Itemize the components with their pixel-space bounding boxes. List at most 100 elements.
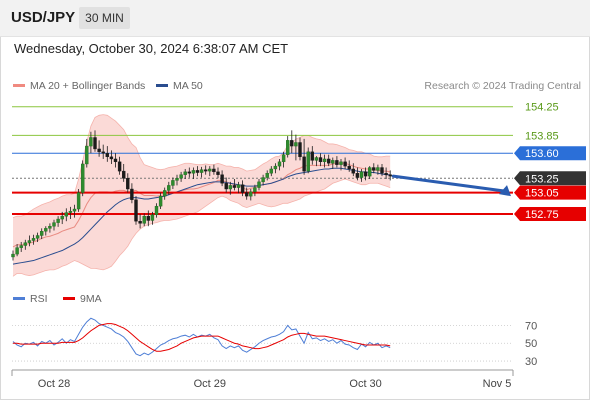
candle-body — [335, 160, 339, 165]
candle-body — [68, 210, 73, 213]
timestamp-label: Wednesday, October 30, 2024 6:38:07 AM C… — [14, 41, 289, 56]
candle-body — [298, 142, 302, 158]
candle-body — [363, 171, 368, 177]
candle-body — [359, 171, 364, 178]
candle-body — [216, 171, 220, 175]
rsi-legend-label: RSI — [30, 293, 48, 305]
candle-body — [162, 190, 167, 197]
candle-body — [11, 253, 15, 258]
legend-rsi: RSI — [13, 293, 48, 305]
candle-body — [52, 222, 56, 227]
symbol-label: USD/JPY — [11, 9, 76, 26]
level-tag-target-2 — [514, 207, 586, 222]
candle-body — [208, 168, 212, 172]
candle-body — [109, 156, 114, 160]
candle-body — [322, 158, 327, 163]
candle-body — [220, 174, 224, 184]
candle-body — [277, 161, 282, 167]
candle-body — [60, 215, 64, 220]
level-tag-target-1 — [514, 185, 586, 200]
candle-body — [179, 174, 183, 179]
level-label-target-1: 153.05 — [525, 188, 559, 200]
candle-body — [154, 205, 159, 215]
candle-body — [195, 170, 200, 173]
bollinger-swatch — [13, 83, 25, 87]
legend-bollinger: MA 20 + Bollinger Bands — [13, 80, 145, 92]
ma50-line — [12, 167, 391, 265]
level-label-resistance-1: 153.85 — [525, 130, 559, 142]
level-tag-last-price — [514, 171, 586, 186]
candle-body — [257, 181, 261, 188]
candle-body — [212, 168, 216, 173]
candle-body — [130, 188, 134, 200]
candle-body — [19, 245, 23, 248]
rsi-series-rsi — [12, 317, 391, 357]
candle-body — [265, 173, 269, 178]
candle-body — [80, 163, 85, 193]
candle-body — [339, 161, 343, 165]
candle-body — [240, 184, 245, 193]
candle-body — [146, 215, 151, 221]
candle-body — [76, 192, 81, 210]
rsi-series-9ma — [13, 323, 391, 352]
rsi-tick-label: 50 — [525, 338, 537, 350]
candle-body — [388, 174, 392, 177]
candle-body — [384, 173, 388, 175]
candle-body — [372, 167, 376, 171]
candle-body — [150, 214, 155, 221]
candle-body — [191, 170, 196, 174]
ma20-line — [12, 162, 391, 248]
candle-body — [15, 247, 19, 255]
candle-body — [40, 231, 44, 236]
candle-body — [101, 151, 105, 154]
bollinger-lower-line — [12, 178, 391, 277]
timeframe-button[interactable]: 30 MIN — [79, 7, 130, 29]
level-label-resistance-2: 154.25 — [525, 102, 559, 114]
candle-body — [175, 178, 179, 181]
candle-body — [105, 153, 110, 158]
candle-body — [171, 180, 175, 186]
candle-body — [249, 191, 253, 197]
candle-body — [331, 160, 335, 164]
candle-body — [138, 220, 142, 224]
candle-body — [224, 183, 228, 190]
candle-body — [380, 167, 384, 174]
candle-body — [273, 165, 278, 170]
candle-body — [244, 192, 249, 197]
candle-body — [347, 165, 351, 170]
level-label-last-price: 153.25 — [525, 173, 559, 185]
candle-body — [261, 177, 265, 183]
candle-body — [269, 168, 273, 174]
bollinger-legend-label: MA 20 + Bollinger Bands — [30, 80, 146, 92]
ma50-legend-label: MA 50 — [173, 80, 203, 92]
candle-body — [126, 178, 130, 190]
legend-ma50: MA 50 — [156, 80, 203, 92]
rsi-tick-label: 30 — [525, 356, 537, 368]
candle-body — [199, 169, 204, 173]
bollinger-band-area — [13, 114, 391, 277]
candle-body — [121, 170, 126, 179]
candle-body — [23, 242, 27, 246]
x-axis-label: Oct 29 — [194, 378, 226, 390]
rsi-tick-label: 70 — [525, 320, 537, 332]
rsi-swatch — [13, 296, 25, 300]
candle-body — [343, 161, 347, 167]
candle-body — [35, 235, 40, 239]
candle-body — [290, 140, 294, 147]
candle-body — [306, 151, 310, 172]
candle-body — [27, 240, 32, 243]
candle-body — [72, 208, 77, 212]
credit-label: Research © 2024 Trading Central — [424, 80, 581, 92]
candle-body — [228, 185, 233, 190]
ma50-swatch — [156, 83, 168, 87]
ma9-swatch — [63, 296, 75, 300]
candle-body — [327, 158, 331, 164]
level-label-pivot: 153.60 — [525, 148, 559, 160]
candle-body — [294, 142, 298, 147]
candle-body — [64, 212, 69, 217]
candle-body — [89, 137, 93, 147]
candle-body — [183, 171, 187, 175]
level-tag-pivot — [514, 146, 586, 161]
candle-body — [286, 140, 290, 155]
